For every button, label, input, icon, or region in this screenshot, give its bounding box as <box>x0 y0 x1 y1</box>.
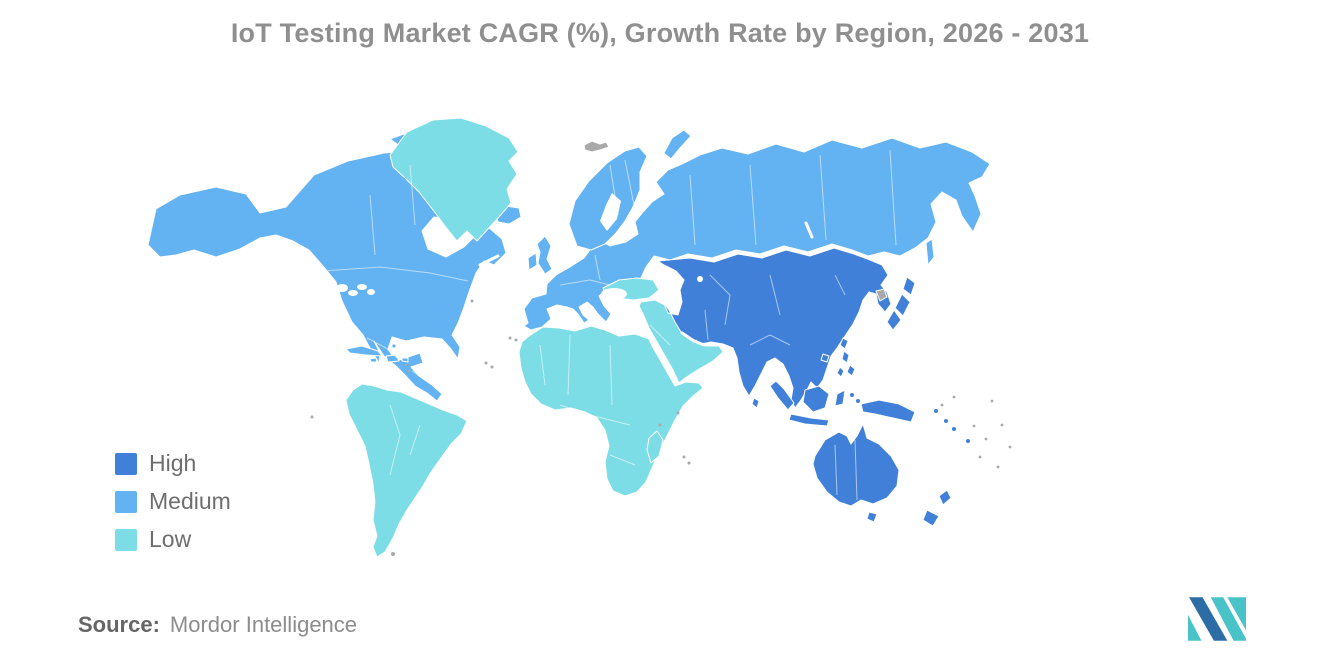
region-sumatra <box>769 380 795 411</box>
lake-baikal <box>804 221 814 239</box>
source-line: Source: Mordor Intelligence <box>78 612 357 638</box>
region-pacific-islands <box>990 399 994 403</box>
region-taiwan <box>839 337 849 350</box>
great-lakes <box>367 289 375 295</box>
legend-swatch-high <box>115 452 137 475</box>
region-galapagos <box>310 415 314 419</box>
legend-label-low: Low <box>149 526 192 552</box>
region-group-high <box>657 247 970 527</box>
legend-item-high: High <box>115 450 231 476</box>
region-japan-hokkaido <box>902 276 916 296</box>
region-new-guinea <box>860 399 916 423</box>
region-cuba <box>345 345 383 357</box>
legend-item-medium: Medium <box>115 488 231 514</box>
region-hispaniola <box>385 354 400 363</box>
legend-swatch-medium <box>115 490 137 513</box>
region-reunion <box>687 461 691 465</box>
region-pacific-islands <box>1008 445 1012 449</box>
region-moluccas <box>856 399 860 403</box>
region-seychelles <box>676 411 680 415</box>
region-pacific-islands <box>940 403 944 407</box>
region-pacific-islands <box>952 395 956 399</box>
mordor-intelligence-logo <box>1188 597 1246 641</box>
region-japan-honshu <box>894 293 911 317</box>
region-ireland <box>527 252 538 271</box>
logo-blue-shapes <box>1189 597 1228 641</box>
region-philippines <box>846 364 856 377</box>
region-mauritius <box>682 455 686 459</box>
region-svalbard <box>583 140 610 153</box>
region-pacific-islands-high <box>934 409 938 413</box>
region-asia-main <box>657 247 892 409</box>
legend-label-medium: Medium <box>149 488 231 514</box>
region-philippines <box>836 366 845 378</box>
aral-sea <box>697 276 703 282</box>
region-falkland-islands <box>391 552 395 556</box>
region-north-korea <box>875 288 888 302</box>
country-borders <box>322 149 897 501</box>
region-pacific-islands <box>984 437 988 441</box>
region-scandinavia <box>568 146 648 251</box>
region-puerto-rico <box>401 357 409 363</box>
sea-overlays <box>336 193 814 347</box>
region-sakhalin <box>925 238 935 266</box>
region-new-zealand-south <box>922 509 940 527</box>
region-sri-lanka <box>751 397 760 409</box>
region-uk <box>536 235 553 275</box>
region-pacific-islands <box>978 455 982 459</box>
region-pacific-islands-high <box>952 427 956 431</box>
region-jamaica <box>369 357 378 363</box>
region-hainan <box>820 353 830 363</box>
source-text: Mordor Intelligence <box>169 612 358 637</box>
region-greenland <box>389 117 519 242</box>
region-cape-verde <box>484 361 488 365</box>
region-philippines <box>841 350 850 364</box>
region-group-low <box>345 117 724 558</box>
region-comoros <box>658 423 662 427</box>
region-pacific-islands <box>996 465 1000 469</box>
world-map <box>147 117 1012 558</box>
region-moluccas <box>850 393 854 397</box>
region-novaya-zemlya <box>663 129 692 160</box>
region-pacific-islands <box>972 424 976 428</box>
region-new-zealand-north <box>938 489 952 506</box>
region-lesser-antilles <box>407 369 411 373</box>
region-bahamas <box>392 344 396 348</box>
region-pacific-islands <box>1000 423 1004 427</box>
region-azores <box>470 299 474 303</box>
legend: High Medium Low <box>115 450 231 566</box>
region-java <box>788 413 830 427</box>
region-cape-verde <box>490 365 494 369</box>
legend-label-high: High <box>149 450 197 476</box>
region-south-america <box>345 383 468 558</box>
region-pacific-islands-high <box>966 439 970 443</box>
great-lakes <box>348 290 358 296</box>
region-tasmania <box>866 511 878 523</box>
legend-item-low: Low <box>115 526 231 552</box>
region-pacific-islands-high <box>944 419 948 423</box>
source-label: Source: <box>78 612 160 637</box>
st-lawrence <box>478 254 500 267</box>
region-bahamas <box>386 340 390 344</box>
chart-title: IoT Testing Market CAGR (%), Growth Rate… <box>230 18 1090 48</box>
great-lakes <box>357 284 367 290</box>
caspian-sea <box>663 276 679 310</box>
region-sulawesi <box>834 389 846 407</box>
region-borneo <box>802 385 830 413</box>
region-group-no-data <box>310 140 1012 556</box>
persian-gulf <box>680 331 706 347</box>
region-japan-kyushu <box>886 309 902 331</box>
black-sea <box>601 288 627 300</box>
region-madagascar <box>646 430 664 464</box>
region-canary-islands <box>508 336 512 340</box>
region-canary-islands <box>514 338 518 342</box>
great-lakes <box>336 284 348 292</box>
region-lesser-antilles <box>404 363 408 367</box>
legend-swatch-low <box>115 528 137 551</box>
